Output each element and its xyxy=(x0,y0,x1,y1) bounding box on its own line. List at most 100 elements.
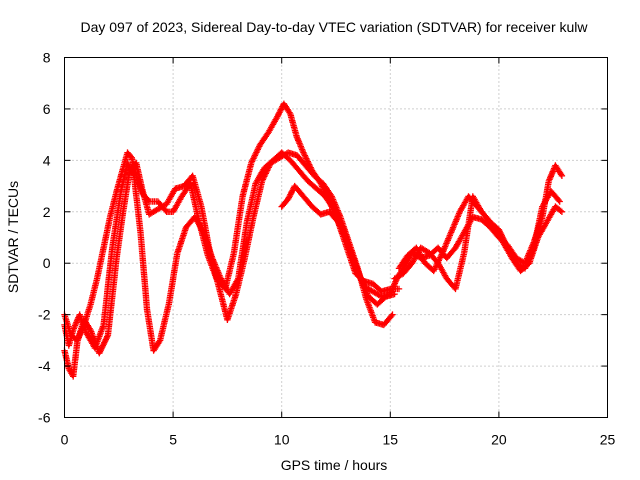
data-point xyxy=(539,189,554,210)
y-tick-label: -6 xyxy=(38,410,51,426)
data-point xyxy=(150,338,163,354)
data-point xyxy=(526,235,541,267)
data-point xyxy=(547,188,562,204)
plot-frame xyxy=(64,57,608,418)
data-point xyxy=(447,210,463,236)
y-tick-label: 0 xyxy=(43,255,51,271)
data-point xyxy=(104,256,120,339)
data-point xyxy=(163,187,178,208)
data-point xyxy=(165,251,181,308)
y-tick-label: -2 xyxy=(38,307,51,323)
data-point xyxy=(87,277,100,308)
data-point xyxy=(93,246,107,282)
data-point xyxy=(443,245,458,262)
y-tick-label: 8 xyxy=(43,50,51,66)
data-point xyxy=(198,203,213,255)
data-layer xyxy=(61,100,566,380)
data-point xyxy=(552,203,564,214)
data-point xyxy=(100,215,113,251)
data-point xyxy=(491,224,506,245)
data-point xyxy=(80,316,93,332)
data-point xyxy=(534,220,549,241)
x-tick-label: 0 xyxy=(61,432,69,448)
y-tick-label: 6 xyxy=(43,101,51,117)
data-point xyxy=(439,230,454,257)
data-point xyxy=(456,194,471,215)
x-tick-label: 15 xyxy=(383,432,399,448)
data-point xyxy=(230,194,246,257)
data-point xyxy=(61,347,72,371)
data-point xyxy=(326,208,341,224)
data-point xyxy=(124,149,134,160)
data-point xyxy=(352,265,367,289)
data-point xyxy=(343,239,359,270)
data-point xyxy=(169,194,185,215)
data-point xyxy=(174,225,189,257)
data-point xyxy=(293,152,308,168)
data-point xyxy=(319,180,334,199)
data-point xyxy=(552,162,565,178)
data-point xyxy=(311,172,325,186)
y-tick-label: 2 xyxy=(43,204,51,220)
data-point xyxy=(267,155,282,167)
data-point xyxy=(452,251,467,293)
data-point xyxy=(465,193,480,209)
series-7 xyxy=(395,193,566,275)
data-point xyxy=(478,216,493,230)
data-point xyxy=(295,167,310,183)
data-point xyxy=(287,157,302,173)
data-point xyxy=(313,185,328,199)
data-point xyxy=(100,246,116,329)
data-point xyxy=(517,261,532,275)
data-point xyxy=(133,159,146,193)
data-point xyxy=(70,338,81,380)
data-point xyxy=(363,296,378,324)
data-point xyxy=(146,206,160,218)
x-tick-label: 10 xyxy=(274,432,290,448)
data-point xyxy=(113,210,127,262)
data-point xyxy=(206,249,222,288)
data-point xyxy=(250,179,265,221)
data-point xyxy=(430,251,445,275)
data-point xyxy=(543,205,558,226)
data-point xyxy=(328,193,343,219)
data-point xyxy=(241,215,257,262)
data-point xyxy=(96,333,111,357)
data-point xyxy=(232,256,248,298)
data-point xyxy=(137,229,151,311)
x-tick-label: 20 xyxy=(491,432,507,448)
data-point xyxy=(119,169,133,215)
data-point xyxy=(304,177,319,191)
data-point xyxy=(556,198,563,205)
data-point xyxy=(302,162,317,178)
data-point xyxy=(391,271,406,282)
data-point xyxy=(291,182,306,199)
data-point xyxy=(224,292,239,323)
x-tick-label: 5 xyxy=(169,432,177,448)
data-point xyxy=(243,182,259,226)
data-point xyxy=(417,244,432,256)
data-point xyxy=(287,110,300,139)
data-point xyxy=(252,166,267,187)
y-tick-label: -4 xyxy=(38,358,51,374)
data-point xyxy=(265,115,280,136)
data-point xyxy=(482,213,497,230)
data-point xyxy=(395,253,410,272)
data-point xyxy=(259,161,274,185)
data-point xyxy=(369,280,384,294)
data-point xyxy=(248,143,263,167)
data-point xyxy=(217,275,232,296)
data-point xyxy=(256,130,271,149)
data-point xyxy=(113,166,126,195)
x-axis-label: GPS time / hours xyxy=(281,457,388,473)
data-point xyxy=(474,203,488,219)
data-point xyxy=(106,189,120,221)
data-point xyxy=(335,218,350,245)
data-point xyxy=(500,239,515,260)
x-tick-label: 25 xyxy=(600,432,616,448)
data-point xyxy=(154,201,169,213)
data-point xyxy=(387,277,400,298)
data-point xyxy=(558,208,566,215)
